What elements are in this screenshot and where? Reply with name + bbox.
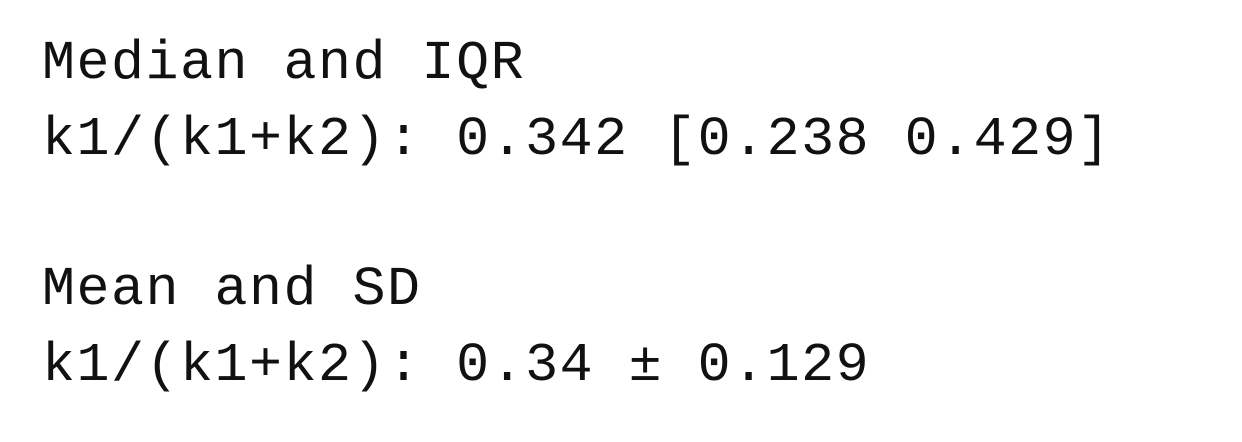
median-iqr-result: k1/(k1+k2): 0.342 [0.238 0.429] <box>42 108 1112 171</box>
mean-sd-result: k1/(k1+k2): 0.34 ± 0.129 <box>42 334 871 397</box>
median-iqr-heading: Median and IQR <box>42 32 526 95</box>
mean-sd-heading: Mean and SD <box>42 258 422 321</box>
